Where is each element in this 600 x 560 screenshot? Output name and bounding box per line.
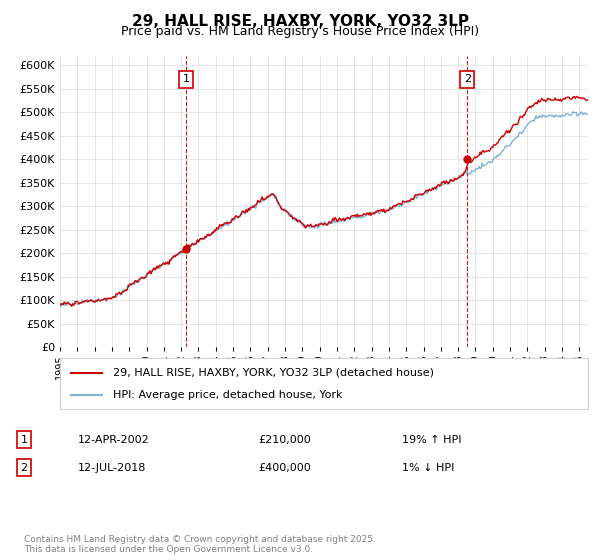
Text: 1% ↓ HPI: 1% ↓ HPI: [402, 463, 454, 473]
Text: 2: 2: [20, 463, 28, 473]
Text: £210,000: £210,000: [258, 435, 311, 445]
Text: Contains HM Land Registry data © Crown copyright and database right 2025.
This d: Contains HM Land Registry data © Crown c…: [24, 535, 376, 554]
Text: Price paid vs. HM Land Registry's House Price Index (HPI): Price paid vs. HM Land Registry's House …: [121, 25, 479, 38]
Text: £400,000: £400,000: [258, 463, 311, 473]
Text: HPI: Average price, detached house, York: HPI: Average price, detached house, York: [113, 390, 342, 400]
Text: 12-APR-2002: 12-APR-2002: [78, 435, 150, 445]
Text: 12-JUL-2018: 12-JUL-2018: [78, 463, 146, 473]
Text: 2: 2: [464, 74, 471, 85]
Text: 1: 1: [182, 74, 190, 85]
Text: 29, HALL RISE, HAXBY, YORK, YO32 3LP: 29, HALL RISE, HAXBY, YORK, YO32 3LP: [131, 14, 469, 29]
Text: 1: 1: [20, 435, 28, 445]
Text: 29, HALL RISE, HAXBY, YORK, YO32 3LP (detached house): 29, HALL RISE, HAXBY, YORK, YO32 3LP (de…: [113, 367, 434, 377]
Text: 19% ↑ HPI: 19% ↑ HPI: [402, 435, 461, 445]
